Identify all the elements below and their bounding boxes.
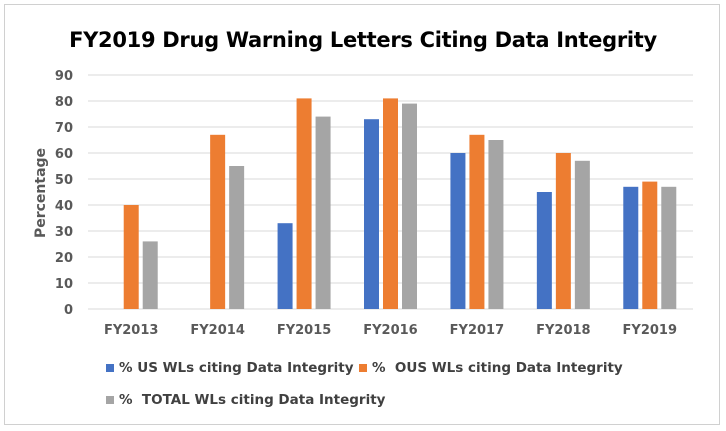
bar-fy2019-series-0 (623, 186, 639, 309)
bar-fy2013-series-1 (123, 205, 139, 309)
x-tick-label: FY2019 (623, 323, 677, 338)
y-tick-label: 0 (64, 303, 73, 318)
bar-fy2017-series-2 (488, 140, 504, 309)
x-tick-labels: FY2013 FY2014 FY2015 FY2016 FY2017 FY2018 FY20… (104, 323, 677, 338)
y-tick-label: 30 (55, 225, 73, 240)
bar-fy2015-series-0 (277, 223, 293, 309)
bar-fy2016-series-2 (402, 103, 417, 309)
bar-fy2018-series-1 (555, 153, 571, 309)
x-tick-label: FY2016 (363, 323, 417, 338)
bar-fy2015-series-1 (296, 98, 312, 310)
bar-fy2017-series-0 (450, 153, 466, 309)
chart-frame (4, 4, 720, 425)
y-tick-labels: 0 10 20 30 40 50 60 70 80 90 (55, 69, 73, 318)
y-tick-label: 60 (55, 147, 73, 162)
legend-label-ous: % OUS WLs citing Data Integrity (372, 360, 623, 376)
bars (123, 98, 677, 310)
y-tick-label: 10 (55, 277, 73, 292)
y-tick-label: 70 (55, 121, 73, 136)
bar-fy2019-series-1 (642, 181, 658, 309)
y-tick-label: 80 (55, 95, 73, 110)
legend-item-ous: % OUS WLs citing Data Integrity (359, 360, 623, 376)
legend-item-total: % TOTAL WLs citing Data Integrity (106, 392, 385, 408)
x-tick-label: FY2015 (277, 323, 331, 338)
y-tick-label: 50 (55, 173, 73, 188)
legend-swatch-total (106, 396, 114, 404)
x-tick-label: FY2013 (104, 323, 158, 338)
y-tick-label: 40 (55, 199, 73, 214)
bar-fy2013-series-2 (142, 241, 158, 309)
legend-label-us: % US WLs citing Data Integrity (119, 360, 354, 376)
chart-title: FY2019 Drug Warning Letters Citing Data … (69, 28, 657, 52)
legend-swatch-us (106, 364, 114, 372)
bar-fy2019-series-2 (661, 186, 677, 309)
legend-swatch-ous (359, 364, 367, 372)
x-tick-label: FY2014 (190, 323, 244, 338)
bar-fy2016-series-0 (364, 119, 379, 309)
legend-item-us: % US WLs citing Data Integrity (106, 360, 354, 376)
bar-fy2017-series-1 (469, 134, 485, 309)
y-axis-label: Percentage (33, 148, 49, 238)
bar-fy2014-series-1 (210, 134, 226, 309)
bar-fy2016-series-1 (383, 98, 398, 310)
bar-fy2014-series-2 (229, 166, 245, 309)
bar-fy2015-series-2 (315, 116, 331, 309)
bar-fy2018-series-0 (536, 192, 552, 309)
x-tick-label: FY2017 (450, 323, 504, 338)
x-tick-label: FY2018 (536, 323, 590, 338)
legend-label-total: % TOTAL WLs citing Data Integrity (119, 392, 386, 408)
bar-fy2018-series-2 (574, 160, 590, 309)
y-tick-label: 90 (55, 69, 73, 84)
y-tick-label: 20 (55, 251, 73, 266)
